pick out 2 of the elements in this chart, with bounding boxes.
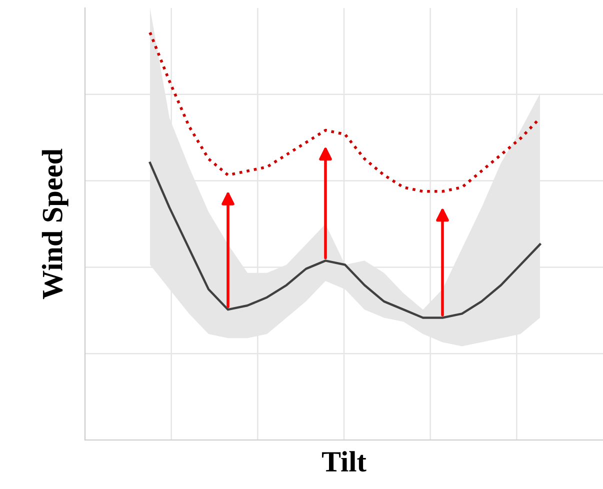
- x-axis-title: Tilt: [322, 451, 366, 472]
- y-axis-title: Wind Speed: [42, 148, 68, 300]
